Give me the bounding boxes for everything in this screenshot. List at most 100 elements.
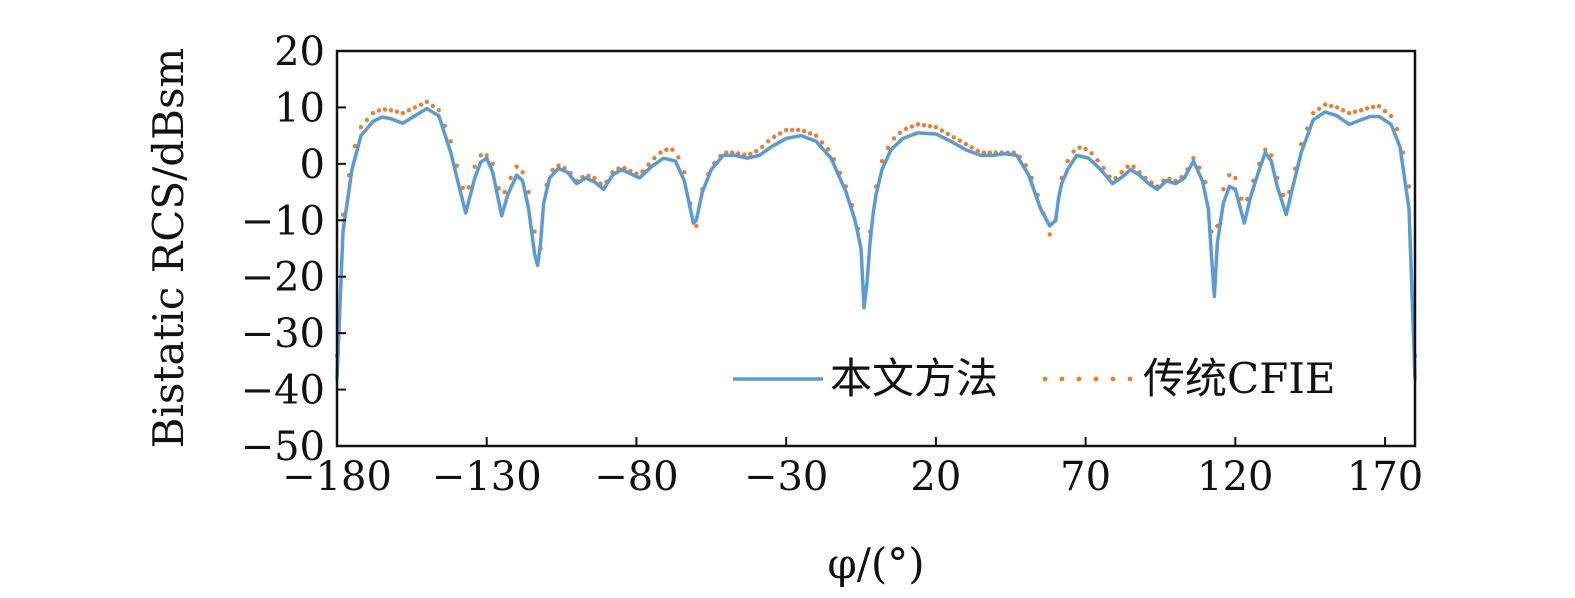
series-layer: [334, 99, 1418, 381]
legend-dot: [1042, 376, 1048, 382]
y-tick-label: −10: [241, 198, 325, 244]
cfie-data-point: [879, 158, 885, 164]
x-tick-label: 170: [1347, 454, 1423, 500]
cfie-data-point: [1125, 164, 1130, 169]
cfie-data-point: [670, 147, 675, 152]
cfie-data-point: [682, 170, 687, 175]
legend: 本文方法 传统CFIE: [733, 354, 1336, 403]
cfie-data-point: [1095, 158, 1100, 163]
y-tick-label: −50: [241, 424, 325, 470]
cfie-data-point: [777, 131, 783, 136]
cfie-data-point: [382, 107, 388, 112]
cfie-data-point: [748, 151, 753, 157]
plot-area-frame: [335, 49, 1417, 448]
cfie-data-point: [1083, 146, 1088, 152]
cfie-data-point: [664, 147, 669, 152]
cfie-data-point: [1358, 108, 1364, 113]
series-conventional-cfie: [334, 99, 1418, 358]
cfie-data-point: [1089, 151, 1094, 156]
cfie-data-point: [766, 139, 771, 144]
cfie-data-point: [927, 124, 933, 129]
cfie-data-point: [969, 145, 975, 150]
cfie-data-point: [1077, 145, 1082, 150]
cfie-data-point: [1191, 156, 1196, 161]
cfie-data-point: [807, 131, 813, 136]
x-tick-label: −180: [282, 454, 392, 500]
cfie-data-point: [1316, 106, 1322, 112]
cfie-data-point: [957, 138, 963, 143]
y-tick-label: −20: [241, 255, 325, 301]
y-tick-label: 20: [274, 29, 325, 75]
cfie-data-point: [676, 155, 681, 160]
cfie-data-point: [1376, 104, 1382, 109]
x-tick-label: −80: [594, 454, 678, 500]
y-tick-label: 0: [300, 142, 325, 188]
cfie-data-point: [819, 140, 825, 145]
cfie-data-point: [400, 110, 406, 116]
cfie-data-point: [430, 103, 436, 109]
cfie-data-point: [933, 124, 939, 130]
cfie-data-point: [1047, 232, 1052, 237]
cfie-data-point: [1394, 126, 1400, 132]
cfie-data-point: [891, 136, 897, 141]
cfie-data-point: [915, 122, 921, 127]
cfie-data-point: [646, 162, 651, 167]
cfie-data-point: [502, 189, 507, 195]
cfie-data-point: [418, 102, 424, 107]
cfie-data-point: [556, 163, 561, 168]
cfie-data-point: [1352, 109, 1358, 114]
cfie-data-point: [472, 164, 477, 169]
cfie-data-point: [448, 139, 453, 144]
cfie-data-point: [1364, 106, 1370, 111]
cfie-data-point: [1340, 108, 1346, 113]
cfie-data-point: [526, 189, 531, 195]
cfie-data-point: [358, 124, 364, 130]
cfie-data-point: [370, 110, 376, 116]
cfie-data-point: [1346, 110, 1352, 116]
legend-dot: [1110, 376, 1116, 382]
cfie-data-point: [813, 133, 819, 138]
legend-dot: [1127, 376, 1133, 382]
cfie-data-point: [1131, 164, 1136, 169]
x-axis-title: φ/(°): [827, 539, 924, 588]
cfie-data-point: [1233, 175, 1238, 181]
cfie-data-point: [1071, 149, 1076, 154]
cfie-data-point: [825, 146, 831, 152]
cfie-data-point: [478, 153, 483, 158]
ticks-layer: [336, 50, 1387, 447]
cfie-data-point: [903, 126, 909, 132]
series-proposed-method-line: [335, 106, 1417, 381]
y-tick-label: 10: [274, 85, 325, 131]
cfie-data-point: [658, 150, 663, 155]
cfie-data-point: [897, 130, 903, 136]
cfie-data-point: [388, 108, 394, 113]
cfie-data-point: [652, 156, 657, 161]
cfie-data-point: [1334, 105, 1340, 110]
cfie-data-point: [1388, 113, 1394, 119]
cfie-data-point: [592, 175, 597, 181]
x-tick-label: 70: [1060, 454, 1111, 500]
cfie-data-point: [352, 143, 358, 149]
cfie-data-point: [885, 145, 891, 151]
tick-labels-layer: −180 −130 −80 −30 20 70 120 170 20 10 0 −10 −20 −30 −4…: [241, 29, 1424, 500]
cfie-data-point: [963, 141, 969, 147]
cfie-data-point: [1281, 192, 1286, 198]
cfie-data-point: [1239, 196, 1244, 201]
cfie-data-point: [1221, 187, 1226, 192]
cfie-data-point: [754, 148, 759, 154]
cfie-data-point: [490, 161, 495, 167]
cfie-data-point: [1322, 102, 1328, 107]
cfie-data-point: [909, 124, 915, 129]
cfie-data-point: [1382, 108, 1388, 114]
cfie-data-point: [801, 128, 807, 134]
cfie-data-point: [514, 164, 519, 169]
cfie-data-point: [795, 127, 801, 133]
x-tick-label: 20: [910, 454, 961, 500]
cfie-data-point: [412, 105, 418, 110]
legend-dot: [1076, 376, 1082, 382]
cfie-data-point: [760, 144, 765, 150]
cfie-data-point: [1328, 103, 1334, 109]
x-tick-label: −130: [432, 454, 542, 500]
cfie-data-point: [939, 128, 945, 133]
